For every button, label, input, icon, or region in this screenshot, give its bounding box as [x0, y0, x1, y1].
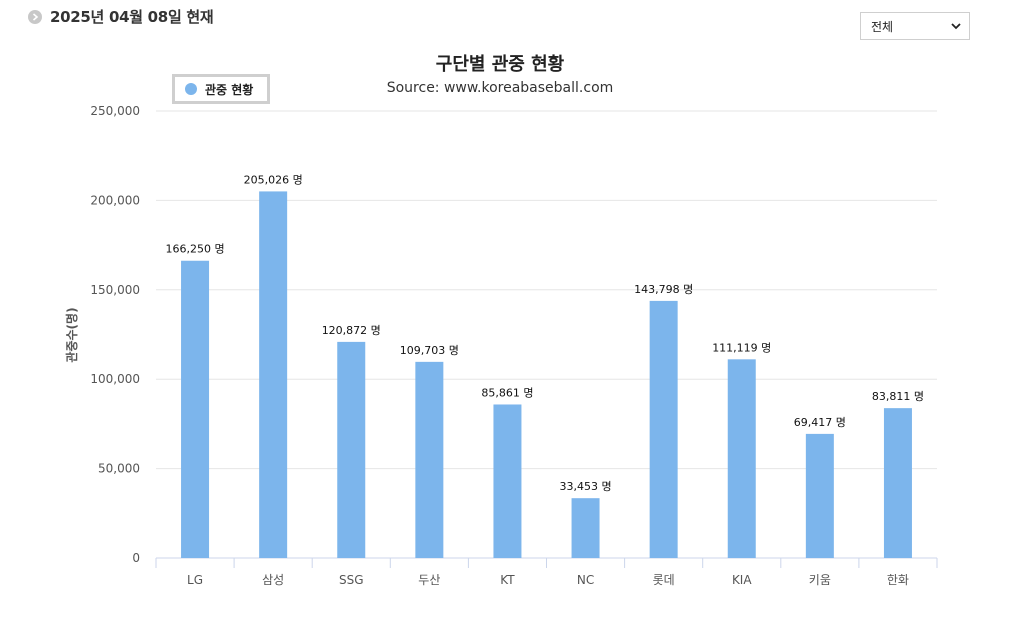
chart-legend[interactable]: 관중 현황	[172, 74, 270, 104]
x-tick-label: SSG	[339, 573, 364, 587]
y-tick-label: 0	[132, 551, 140, 565]
y-tick-label: 50,000	[98, 462, 140, 476]
data-label: 205,026 명	[244, 173, 303, 186]
y-axis-title: 관중수(명)	[64, 307, 79, 362]
data-label: 33,453 명	[559, 480, 611, 493]
x-tick-label: 키움	[809, 573, 831, 587]
bar-두산	[415, 361, 444, 558]
data-label: 143,798 명	[634, 283, 693, 296]
date-header: 2025년 04월 08일 현재	[28, 6, 214, 27]
legend-label: 관중 현황	[205, 82, 254, 97]
bar-KT	[493, 404, 522, 558]
x-tick-label: 한화	[887, 573, 909, 587]
x-tick-label: KT	[500, 573, 515, 587]
x-tick-label: 롯데	[653, 573, 675, 587]
x-tick-label: LG	[187, 573, 203, 587]
y-tick-label: 250,000	[90, 104, 140, 118]
chart-title: 구단별 관중 현황	[435, 54, 565, 75]
bar-삼성	[259, 191, 288, 558]
bar-롯데	[649, 300, 678, 558]
team-filter-value: 전체	[871, 19, 894, 34]
bar-SSG	[337, 341, 366, 558]
x-tick-label: 두산	[418, 573, 440, 587]
x-tick-label: KIA	[732, 573, 752, 587]
data-label: 111,119 명	[712, 341, 771, 354]
y-tick-label: 200,000	[90, 193, 140, 207]
data-label: 85,861 명	[481, 386, 533, 399]
chevron-right-circle-icon	[28, 9, 42, 24]
bar-NC	[571, 498, 600, 558]
bar-LG	[181, 260, 210, 558]
date-text: 2025년 04월 08일 현재	[50, 8, 214, 26]
data-label: 166,250 명	[165, 243, 224, 256]
chevron-down-icon	[951, 19, 961, 33]
data-label: 109,703 명	[400, 344, 459, 357]
chart-subtitle: Source: www.koreabaseball.com	[386, 80, 614, 96]
team-filter-select[interactable]: 전체	[860, 12, 970, 40]
bar-KIA	[727, 359, 756, 558]
bar-한화	[883, 408, 912, 558]
legend-marker	[185, 83, 197, 95]
x-tick-label: 삼성	[262, 573, 284, 587]
y-tick-label: 150,000	[90, 283, 140, 297]
x-tick-label: NC	[577, 573, 594, 587]
data-label: 120,872 명	[322, 324, 381, 337]
y-tick-label: 100,000	[90, 372, 140, 386]
data-label: 69,417 명	[794, 416, 846, 429]
bar-키움	[805, 433, 834, 558]
data-label: 83,811 명	[872, 390, 924, 403]
